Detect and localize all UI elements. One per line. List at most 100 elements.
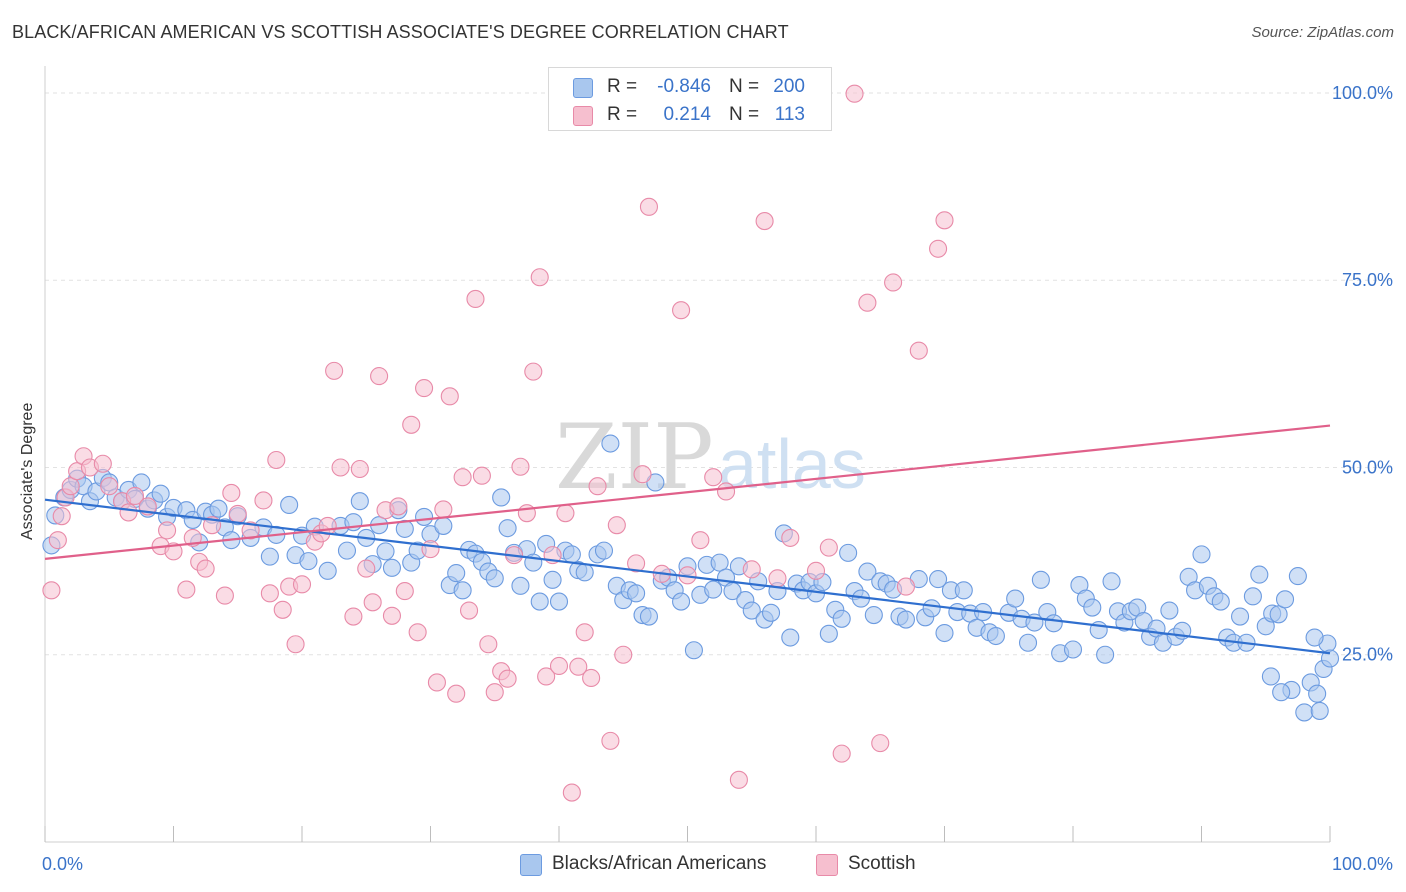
- data-point: [254, 491, 273, 510]
- data-point: [832, 609, 851, 628]
- data-point: [594, 541, 614, 560]
- data-point: [479, 635, 498, 654]
- data-point: [434, 516, 453, 535]
- data-point: [292, 575, 312, 594]
- data-point: [601, 434, 620, 453]
- data-point: [337, 541, 357, 560]
- data-point: [575, 563, 594, 582]
- data-point: [100, 477, 119, 496]
- data-point: [922, 599, 941, 618]
- data-point: [1006, 589, 1025, 608]
- data-point: [935, 211, 954, 230]
- data-point: [582, 668, 601, 688]
- data-point: [1250, 565, 1269, 584]
- data-point: [466, 289, 485, 309]
- data-point: [511, 576, 530, 595]
- data-point: [537, 667, 556, 686]
- data-point: [228, 504, 247, 523]
- y-tick-label: 100.0%: [1332, 83, 1393, 103]
- data-point: [1295, 703, 1314, 722]
- legend-swatch-blacks: [520, 854, 542, 876]
- y-axis-label: Associate's Degree: [19, 403, 36, 540]
- data-point: [845, 84, 864, 103]
- data-point: [415, 379, 434, 398]
- data-point: [556, 504, 575, 523]
- data-point: [864, 605, 883, 625]
- data-point: [627, 554, 646, 573]
- legend-r-label: R =: [607, 104, 638, 125]
- data-point: [48, 531, 67, 550]
- data-point: [325, 361, 344, 380]
- data-point: [331, 458, 350, 477]
- legend-label-scottish: Scottish: [848, 853, 916, 874]
- data-point: [710, 553, 729, 572]
- data-point: [376, 542, 395, 561]
- data-point: [562, 783, 581, 802]
- legend-n-value: 113: [774, 104, 805, 125]
- data-point: [704, 580, 723, 599]
- data-point: [858, 293, 877, 312]
- data-point: [896, 577, 916, 596]
- data-point: [562, 545, 581, 564]
- data-point: [447, 564, 466, 583]
- data-point: [935, 623, 954, 643]
- data-point: [1231, 607, 1250, 626]
- chart-title: BLACK/AFRICAN AMERICAN VS SCOTTISH ASSOC…: [12, 22, 789, 42]
- data-point: [215, 586, 234, 605]
- data-point: [209, 499, 228, 518]
- data-point: [1018, 633, 1038, 652]
- data-point: [370, 367, 389, 386]
- trend-line: [44, 424, 1331, 560]
- data-point: [389, 497, 408, 516]
- tick-labels: 25.0% 50.0% 75.0% 100.0% 0.0% 100.0%: [42, 83, 1393, 874]
- data-point: [768, 569, 787, 588]
- x-tick-label: 100.0%: [1332, 854, 1393, 874]
- data-point: [633, 465, 652, 484]
- data-point: [839, 543, 858, 562]
- data-point: [498, 519, 517, 538]
- data-point: [607, 516, 626, 535]
- data-point: [549, 656, 569, 676]
- data-point: [241, 521, 260, 540]
- data-point: [395, 582, 414, 601]
- data-point: [569, 657, 588, 676]
- data-point: [684, 641, 703, 660]
- data-point: [1308, 684, 1327, 703]
- data-point: [42, 581, 61, 600]
- data-point: [1305, 628, 1324, 647]
- data-point: [459, 601, 479, 620]
- legend-r-value: -0.846: [657, 76, 711, 97]
- data-point: [318, 561, 337, 580]
- data-point: [472, 466, 491, 485]
- data-point: [440, 387, 459, 406]
- data-point: [543, 570, 562, 589]
- data-point: [1096, 645, 1115, 664]
- correlation-legend: R = -0.846 N = 200 R = 0.214 N = 113: [548, 67, 832, 131]
- legend-r-label: R =: [607, 76, 638, 97]
- data-point: [453, 468, 472, 487]
- data-point: [434, 500, 453, 519]
- legend-n-label: N =: [729, 104, 760, 125]
- data-point: [729, 770, 748, 789]
- data-point: [164, 542, 183, 561]
- y-tick-label: 75.0%: [1342, 270, 1393, 290]
- data-point: [402, 415, 421, 434]
- data-point: [1211, 592, 1230, 611]
- data-point: [1083, 598, 1102, 617]
- data-point: [363, 593, 382, 612]
- data-point: [196, 559, 215, 578]
- data-point: [61, 477, 80, 496]
- data-point: [1160, 601, 1179, 620]
- data-point: [742, 560, 761, 579]
- data-point: [350, 492, 369, 511]
- data-point: [806, 561, 826, 580]
- data-point: [280, 495, 299, 514]
- data-point: [1261, 667, 1280, 686]
- legend-row-blacks: R = -0.846 N = 200: [549, 74, 831, 102]
- legend-n-label: N =: [729, 76, 760, 97]
- legend-label-blacks: Blacks/African Americans: [552, 853, 767, 874]
- data-point: [395, 519, 414, 538]
- data-point: [273, 600, 292, 619]
- data-point: [1044, 614, 1063, 633]
- data-point: [125, 486, 144, 506]
